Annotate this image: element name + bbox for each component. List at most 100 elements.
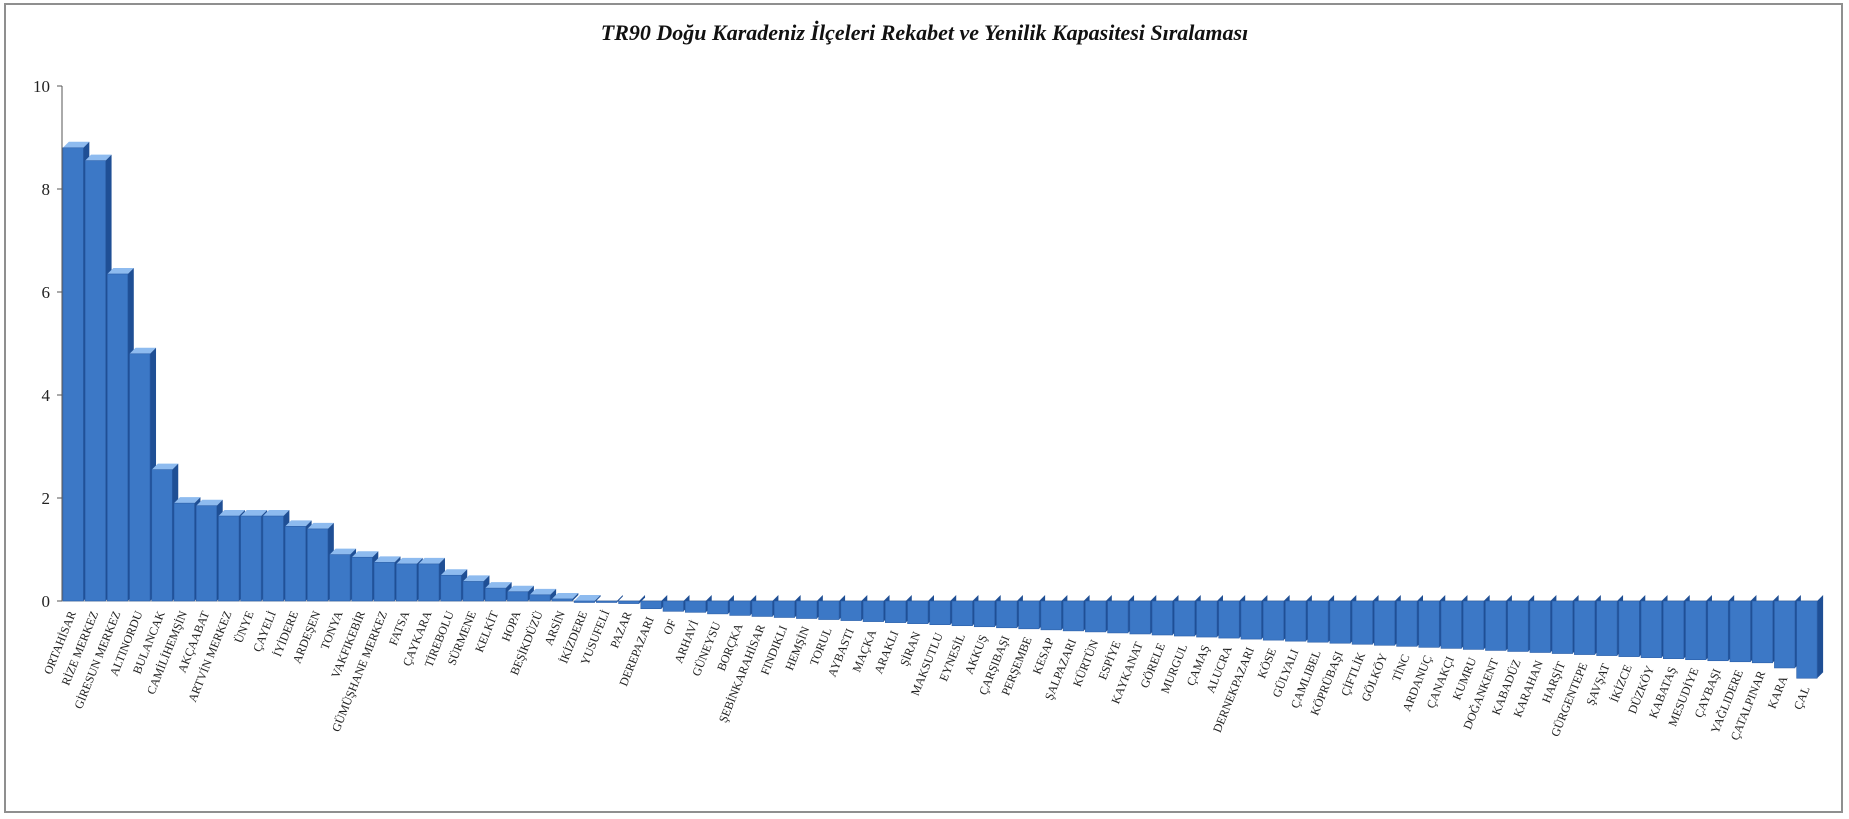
bar-top-face: [440, 569, 468, 576]
bar-front-face: [862, 600, 884, 622]
bar-front-face: [1151, 600, 1173, 636]
bar-front-face: [262, 515, 284, 602]
bar-top-face: [107, 267, 134, 274]
bar-front-face: [996, 600, 1018, 629]
bar-front-face: [1640, 600, 1662, 658]
bar-front-face: [173, 502, 195, 602]
bar-front-face: [151, 469, 173, 602]
bar-top-face: [285, 520, 312, 527]
bar-front-face: [418, 563, 440, 602]
bar: [596, 595, 623, 603]
bar-top-face: [218, 510, 245, 517]
bar-front-face: [729, 600, 751, 616]
bar-front-face: [1529, 600, 1551, 653]
bar-front-face: [796, 600, 818, 619]
bar-top-face: [462, 575, 490, 582]
bar-front-face: [62, 147, 84, 602]
bar-front-face: [929, 600, 951, 625]
bar-front-face: [951, 600, 973, 627]
bar-top-face: [129, 347, 157, 354]
bar-side-face: [550, 588, 557, 601]
bar-top-face: [151, 463, 179, 470]
y-tick-label: 10: [33, 77, 50, 96]
category-label: KÖSE: [1254, 646, 1279, 680]
bar-front-face: [1751, 600, 1773, 664]
bar-front-face: [551, 598, 573, 602]
bar-front-face: [1262, 600, 1284, 641]
bar-front-face: [751, 600, 773, 617]
bar-front-face: [1062, 600, 1084, 632]
bar-front-face: [1551, 600, 1573, 654]
bar-front-face: [1240, 600, 1262, 640]
bar-front-face: [218, 515, 240, 602]
bar-front-face: [373, 562, 395, 602]
bar-front-face: [507, 591, 529, 602]
bar-front-face: [1396, 600, 1418, 647]
bar-front-face: [240, 515, 262, 602]
bar-front-face: [1729, 600, 1751, 663]
bar-front-face: [484, 587, 506, 602]
bar-side-face: [616, 595, 623, 603]
bar-front-face: [1196, 600, 1218, 638]
bar-top-face: [485, 582, 512, 589]
bar-top-face: [574, 595, 601, 601]
bar-front-face: [1018, 600, 1040, 630]
bar-top-face: [374, 556, 401, 563]
bar-front-face: [684, 600, 707, 613]
bar-top-face: [262, 510, 290, 517]
bar: [307, 522, 334, 602]
bar-top-face: [351, 551, 379, 558]
category-label: OF: [660, 617, 679, 637]
bar: [529, 588, 557, 602]
bar-front-face: [596, 600, 618, 603]
bar-front-face: [1440, 600, 1462, 649]
bar-front-face: [840, 600, 862, 621]
bar-front-face: [107, 273, 129, 602]
bar-front-face: [284, 526, 306, 602]
bar-front-face: [1662, 600, 1685, 659]
bar-front-face: [1218, 600, 1240, 639]
bar-front-face: [1307, 600, 1329, 643]
y-tick-label: 8: [42, 180, 51, 199]
bar-front-face: [307, 528, 329, 602]
bar-front-face: [1085, 600, 1107, 633]
bar-front-face: [618, 600, 640, 604]
bar-side-face: [594, 595, 601, 603]
bar-front-face: [1507, 600, 1529, 652]
bar-front-face: [1285, 600, 1307, 642]
bar-front-face: [1040, 600, 1062, 631]
bar-top-face: [307, 522, 334, 529]
bar-top-face: [240, 510, 268, 517]
bar-top-face: [396, 557, 423, 564]
bar-front-face: [529, 594, 551, 602]
bar-front-face: [1173, 600, 1196, 637]
bar-front-face: [129, 353, 151, 602]
bar-front-face: [1685, 600, 1707, 661]
chart-title: TR90 Doğu Karadeniz İlçeleri Rekabet ve …: [600, 20, 1249, 45]
y-tick-label: 4: [42, 386, 51, 405]
bar-front-face: [818, 600, 840, 620]
bar-front-face: [1596, 600, 1618, 656]
bar-front-face: [1485, 600, 1507, 651]
category-label: ÇAL: [1791, 684, 1813, 711]
bar-front-face: [84, 160, 106, 602]
y-tick-label: 6: [42, 283, 51, 302]
bar-front-face: [1129, 600, 1151, 635]
bar-front-face: [462, 581, 484, 602]
bar-front-face: [707, 600, 729, 615]
bar-front-face: [1796, 600, 1818, 679]
bar-front-face: [1574, 600, 1596, 655]
bar-front-face: [640, 600, 662, 610]
bar-front-face: [773, 600, 795, 618]
bar-front-face: [1618, 600, 1640, 657]
bar-front-face: [1329, 600, 1351, 644]
bar-front-face: [1374, 600, 1396, 646]
bars: [62, 141, 1824, 679]
bar-front-face: [662, 600, 684, 612]
bar-front-face: [329, 554, 351, 602]
bar-front-face: [907, 600, 929, 624]
bar-front-face: [885, 600, 907, 623]
bar-front-face: [973, 600, 995, 628]
bar: [573, 595, 601, 603]
